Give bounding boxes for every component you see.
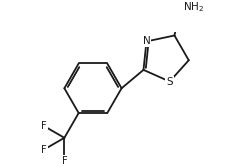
Text: S: S: [166, 76, 173, 87]
Text: F: F: [62, 156, 67, 166]
Text: F: F: [41, 121, 47, 131]
Text: NH$_2$: NH$_2$: [183, 0, 204, 14]
Text: N: N: [143, 36, 150, 46]
Text: F: F: [41, 144, 47, 154]
